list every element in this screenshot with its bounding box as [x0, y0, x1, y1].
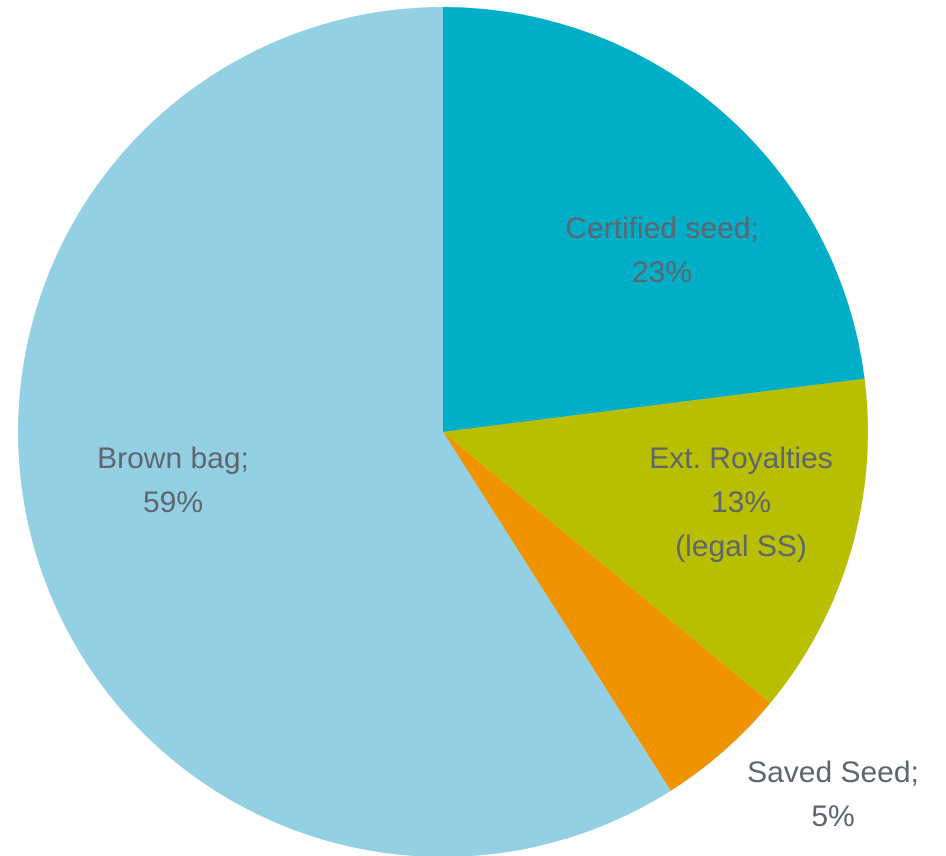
pie-slice-ext-royalties — [443, 378, 869, 703]
data-label-line: Certified seed; — [565, 212, 758, 245]
data-label-certified-seed: Certified seed; 23% — [565, 212, 758, 289]
data-label-line: (legal SS) — [675, 530, 807, 563]
data-label-line: 13% — [711, 486, 771, 519]
data-label-saved-seed: Saved Seed; 5% — [747, 756, 919, 833]
pie-slice-saved-seed — [443, 432, 771, 791]
data-label-line: Ext. Royalties — [649, 442, 832, 475]
pie-slice-certified-seed — [443, 7, 865, 432]
data-label-line: Saved Seed; — [747, 756, 919, 789]
data-label-line: Brown bag; — [97, 442, 249, 475]
data-label-line: 23% — [632, 256, 692, 289]
pie-slice-brown-bag — [18, 7, 671, 856]
data-label-brown-bag: Brown bag; 59% — [97, 442, 249, 519]
data-label-line: 59% — [143, 486, 203, 519]
pie-slices — [18, 7, 869, 856]
pie-labels: Certified seed; 23% Ext. Royalties 13% (lega… — [97, 212, 919, 833]
data-label-line: 5% — [811, 800, 854, 833]
data-label-ext-royalties: Ext. Royalties 13% (legal SS) — [649, 442, 832, 563]
